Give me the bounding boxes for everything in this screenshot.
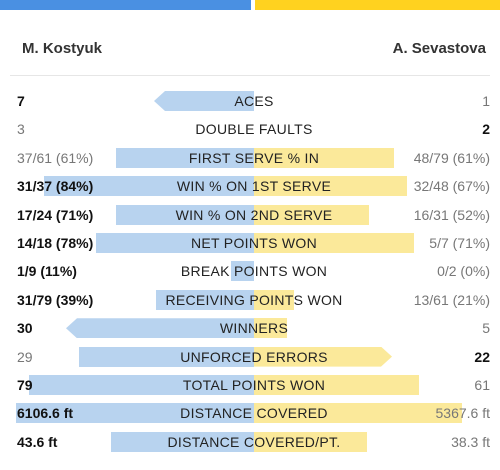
- stat-value-left: 31/37 (84%): [17, 178, 94, 195]
- stat-bar-left: [156, 289, 254, 310]
- stat-label: FIRST SERVE % IN: [188, 149, 320, 166]
- stat-value-right: 48/79 (61%): [413, 149, 490, 166]
- stat-value-right: 32/48 (67%): [413, 178, 490, 195]
- stat-row: UNFORCED ERRORS 29 22: [0, 344, 500, 370]
- stat-value-right: 38.3 ft: [451, 433, 490, 450]
- stat-value-left: 30: [17, 320, 33, 337]
- stat-value-right: 5/7 (71%): [429, 235, 490, 251]
- stat-value-left: 7: [17, 93, 25, 109]
- stat-value-left: 6106.6 ft: [17, 405, 74, 422]
- stat-label: NET POINTS WON: [190, 235, 318, 251]
- stat-label: RECEIVING POINTS WON: [165, 291, 343, 308]
- stat-row: WIN % ON 1ST SERVE 31/37 (84%) 32/48 (67%): [0, 173, 500, 199]
- stat-bar-left: [116, 147, 254, 168]
- stat-row: DISTANCE COVERED 6106.6 ft 5367.6 ft: [0, 400, 500, 426]
- stat-label: DISTANCE COVERED: [180, 405, 328, 422]
- stat-bar-left: [111, 431, 254, 452]
- stat-row: DISTANCE COVERED/PT. 43.6 ft 38.3 ft: [0, 429, 500, 455]
- stat-value-right: 5: [482, 320, 490, 337]
- stat-label: DOUBLE FAULTS: [195, 121, 313, 138]
- stat-row: ACES 7 1: [0, 88, 500, 114]
- stat-label: WIN % ON 1ST SERVE: [176, 178, 332, 195]
- stat-row: TOTAL POINTS WON 79 61: [0, 372, 500, 398]
- stat-bar-right: [254, 403, 462, 424]
- stat-bar-right: [254, 176, 407, 197]
- stat-value-right: 2: [482, 121, 490, 138]
- stat-bar-left: [29, 375, 254, 395]
- stat-bar-right: [254, 204, 369, 225]
- stat-value-left: 29: [17, 348, 33, 365]
- stat-value-left: 43.6 ft: [17, 433, 58, 450]
- stat-bar-right: [254, 375, 419, 395]
- stat-value-right: 0/2 (0%): [437, 263, 490, 280]
- stat-value-right: 1: [482, 93, 490, 109]
- stat-value-right: 13/61 (21%): [413, 291, 490, 308]
- stat-bar-left: [66, 318, 254, 339]
- stat-label: WINNERS: [219, 320, 289, 337]
- stat-row: WINNERS 30 5: [0, 315, 500, 341]
- stat-label: BREAK POINTS WON: [180, 263, 328, 280]
- stat-label: TOTAL POINTS WON: [182, 377, 326, 393]
- stat-bar-right: [254, 233, 414, 253]
- right-player-color-strip: [255, 0, 500, 10]
- players-header: M. Kostyuk A. Sevastova: [0, 30, 500, 70]
- stat-row: FIRST SERVE % IN 37/61 (61%) 48/79 (61%): [0, 145, 500, 171]
- stat-label: ACES: [234, 93, 274, 109]
- stat-value-left: 79: [17, 377, 33, 393]
- stat-bar-right: [254, 147, 394, 168]
- stat-bar-right: [254, 431, 367, 452]
- stat-bar-left: [44, 176, 254, 197]
- stat-row: NET POINTS WON 14/18 (78%) 5/7 (71%): [0, 230, 500, 256]
- stat-label: DISTANCE COVERED/PT.: [167, 433, 341, 450]
- stat-bar-right: [254, 289, 294, 310]
- stat-row: WIN % ON 2ND SERVE 17/24 (71%) 16/31 (52%): [0, 202, 500, 228]
- left-player-color-strip: [0, 0, 251, 10]
- stat-value-right: 5367.6 ft: [435, 405, 491, 422]
- stat-value-left: 17/24 (71%): [17, 206, 94, 223]
- stat-label: UNFORCED ERRORS: [180, 348, 328, 365]
- stat-value-left: 31/79 (39%): [17, 291, 94, 308]
- stat-value-right: 61: [474, 377, 490, 393]
- stat-row: BREAK POINTS WON 1/9 (11%) 0/2 (0%): [0, 258, 500, 284]
- stat-bar-left: [231, 261, 254, 282]
- stat-value-left: 37/61 (61%): [17, 149, 94, 166]
- top-accent-bar: [0, 0, 500, 10]
- stat-value-left: 1/9 (11%): [17, 263, 77, 280]
- stat-value-right: 22: [474, 348, 490, 365]
- stat-bar-right: [254, 347, 392, 367]
- stat-bar-left: [16, 403, 254, 424]
- stat-value-right: 16/31 (52%): [413, 206, 490, 223]
- stat-row: DOUBLE FAULTS 3 2: [0, 116, 500, 142]
- stat-label: WIN % ON 2ND SERVE: [175, 206, 333, 223]
- stat-value-left: 3: [17, 121, 25, 138]
- stat-bar-left: [116, 204, 254, 225]
- stat-bar-left: [96, 233, 254, 253]
- stat-row: RECEIVING POINTS WON 31/79 (39%) 13/61 (21…: [0, 287, 500, 313]
- stat-bar-left: [154, 91, 254, 111]
- stat-bar-left: [79, 346, 254, 367]
- header-divider: [10, 75, 490, 76]
- player-left-name: M. Kostyuk: [22, 40, 103, 57]
- player-right-name: A. Sevastova: [392, 40, 486, 57]
- stat-value-left: 14/18 (78%): [17, 235, 94, 251]
- stat-bar-right: [254, 318, 287, 339]
